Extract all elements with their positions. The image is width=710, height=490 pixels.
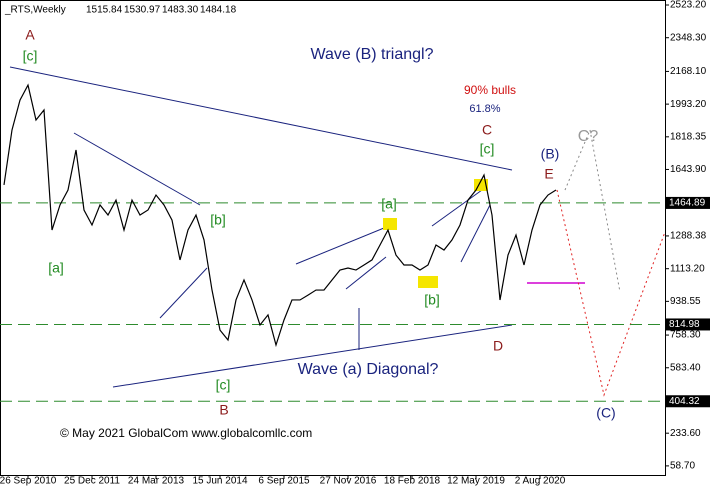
level-label: 404.32 — [669, 396, 700, 407]
y-tick-label: 58.70 — [670, 461, 695, 472]
trend-line — [345, 256, 387, 290]
projection-red — [556, 189, 666, 397]
y-tick-label: 2168.10 — [670, 66, 707, 77]
annotation: [b] — [210, 212, 226, 228]
marker-box — [383, 218, 397, 230]
y-tick-label: 1113.20 — [670, 263, 705, 274]
annotation: B — [219, 402, 228, 418]
y-tick-label: 2348.30 — [670, 32, 707, 43]
annotation: 61.8% — [469, 103, 500, 115]
level-label-box — [666, 196, 710, 209]
level-label-box — [666, 318, 710, 331]
x-tick-label: 26 Sep 2010 — [0, 476, 57, 487]
trend-line — [460, 204, 491, 263]
projection-gray — [564, 128, 621, 293]
annotation: A — [25, 27, 35, 43]
y-tick-label: 758.30 — [670, 330, 701, 341]
trend-line — [431, 189, 483, 227]
trend-lines — [9, 66, 666, 397]
close: 1484.18 — [200, 5, 237, 16]
level-label: 1464.89 — [669, 198, 706, 209]
annotation: E — [544, 166, 553, 182]
symbol: _RTS,Weekly — [4, 5, 66, 16]
annotations: A [c] Wave (B) triangl? 90% bulls 61.8% … — [23, 27, 616, 440]
level-label-box — [666, 395, 710, 408]
trend-line — [112, 324, 513, 388]
annotation: [b] — [424, 292, 440, 308]
copyright: © May 2021 GlobalCom www.globalcomllc.co… — [60, 426, 312, 440]
y-tick-label: 938.55 — [670, 296, 701, 307]
annotation: [a] — [381, 196, 397, 212]
annotation: [c] — [23, 48, 38, 64]
annotation: 90% bulls — [464, 83, 516, 97]
x-tick-label: 24 Mar 2013 — [128, 476, 185, 487]
trend-line — [295, 227, 385, 265]
x-tick-label: 2 Aug 2020 — [515, 476, 566, 487]
annotation: Wave (a) Diagonal? — [298, 361, 439, 378]
price-line — [3, 83, 557, 348]
annotation: (B) — [541, 146, 560, 162]
annotation: Wave (B) triangl? — [311, 46, 434, 63]
trend-line — [159, 267, 208, 319]
high: 1530.97 — [124, 5, 161, 16]
annotation: D — [493, 338, 503, 354]
x-tick-label: 27 Nov 2016 — [320, 476, 377, 487]
plot-frame — [0, 0, 666, 476]
level-label: 814.98 — [669, 319, 700, 330]
x-tick-label: 12 May 2019 — [447, 476, 505, 487]
x-tick-label: 6 Sep 2015 — [258, 476, 310, 487]
y-tick-label: 1993.20 — [670, 99, 707, 110]
x-tick-label: 15 Jun 2014 — [192, 476, 247, 487]
x-tick-label: 25 Dec 2011 — [64, 476, 120, 487]
y-tick-label: 1288.38 — [670, 231, 707, 242]
trend-line — [9, 66, 513, 171]
y-tick-label: 2523.20 — [670, 0, 707, 11]
trend-line — [73, 132, 201, 206]
annotation: [c] — [216, 377, 231, 393]
low: 1483.30 — [162, 5, 199, 16]
y-tick-label: 233.60 — [670, 428, 701, 439]
open: 1515.84 — [86, 5, 123, 16]
annotation: C? — [578, 128, 599, 145]
x-tick-label: 18 Feb 2018 — [384, 476, 441, 487]
annotation: C — [482, 122, 492, 138]
y-tick-label: 1643.90 — [670, 164, 707, 175]
annotation: [a] — [48, 260, 64, 276]
annotation: (C) — [596, 405, 615, 421]
y-tick-label: 583.40 — [670, 362, 701, 373]
y-tick-label: 1818.35 — [670, 131, 707, 142]
annotation: [c] — [480, 141, 495, 157]
marker-box — [418, 276, 438, 288]
